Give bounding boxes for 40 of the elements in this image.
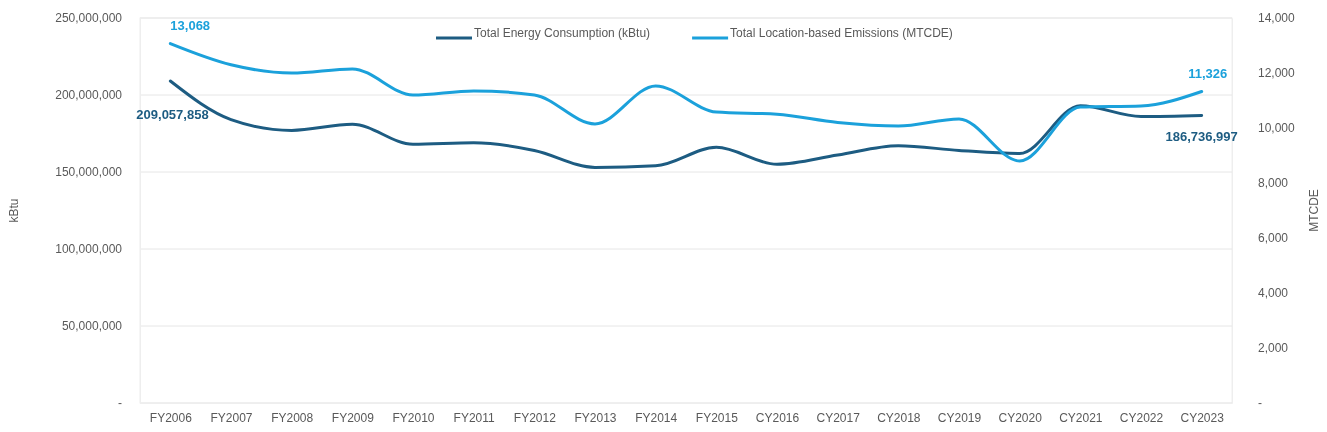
x-tick-label: FY2011 <box>453 410 496 425</box>
y2-tick-label: 6,000 <box>1258 231 1289 246</box>
x-tick-label: CY2017 <box>816 410 861 425</box>
y-tick-label: 50,000,000 <box>61 319 123 334</box>
x-tick-label: CY2023 <box>1180 410 1225 425</box>
x-tick-label: CY2020 <box>998 410 1043 425</box>
x-tick-label: FY2013 <box>574 410 617 425</box>
data-label: 186,736,997 <box>1165 129 1238 145</box>
y2-tick-label: 4,000 <box>1258 286 1289 301</box>
y2-axis-title: MTCDE <box>1307 189 1321 232</box>
y2-tick-label: 8,000 <box>1258 176 1289 191</box>
y2-tick-label: 14,000 <box>1258 11 1296 26</box>
x-tick-label: FY2014 <box>635 410 678 425</box>
data-label: 209,057,858 <box>136 107 209 123</box>
x-tick-label: CY2021 <box>1059 410 1103 425</box>
data-label: 11,326 <box>1188 65 1228 81</box>
x-tick-label: FY2006 <box>149 410 193 425</box>
y2-tick-label: - <box>1258 396 1262 411</box>
y-axis-title: kBtu <box>7 198 21 223</box>
x-tick-label: FY2012 <box>513 410 557 425</box>
y-tick-label: 250,000,000 <box>55 11 123 26</box>
x-tick-label: FY2008 <box>271 410 314 425</box>
data-label: 13,068 <box>170 17 211 33</box>
legend-label: Total Energy Consumption (kBtu) <box>474 26 651 40</box>
x-tick-label: CY2016 <box>755 410 800 425</box>
y-tick-label: 150,000,000 <box>55 165 123 180</box>
x-tick-label: FY2009 <box>331 410 375 425</box>
legend-label: Total Location-based Emissions (MTCDE) <box>730 26 953 40</box>
x-tick-label: CY2019 <box>937 410 982 425</box>
y2-tick-label: 2,000 <box>1258 341 1289 356</box>
x-tick-label: FY2007 <box>210 410 253 425</box>
x-tick-label: FY2015 <box>695 410 739 425</box>
y-tick-label: 100,000,000 <box>55 242 123 257</box>
x-tick-label: FY2010 <box>392 410 435 425</box>
x-tick-label: CY2022 <box>1119 410 1164 425</box>
y-tick-label: - <box>118 396 122 411</box>
y-tick-label: 200,000,000 <box>55 88 123 103</box>
x-tick-label: CY2018 <box>877 410 921 425</box>
y2-tick-label: 12,000 <box>1258 66 1296 81</box>
y2-tick-label: 10,000 <box>1258 121 1296 136</box>
